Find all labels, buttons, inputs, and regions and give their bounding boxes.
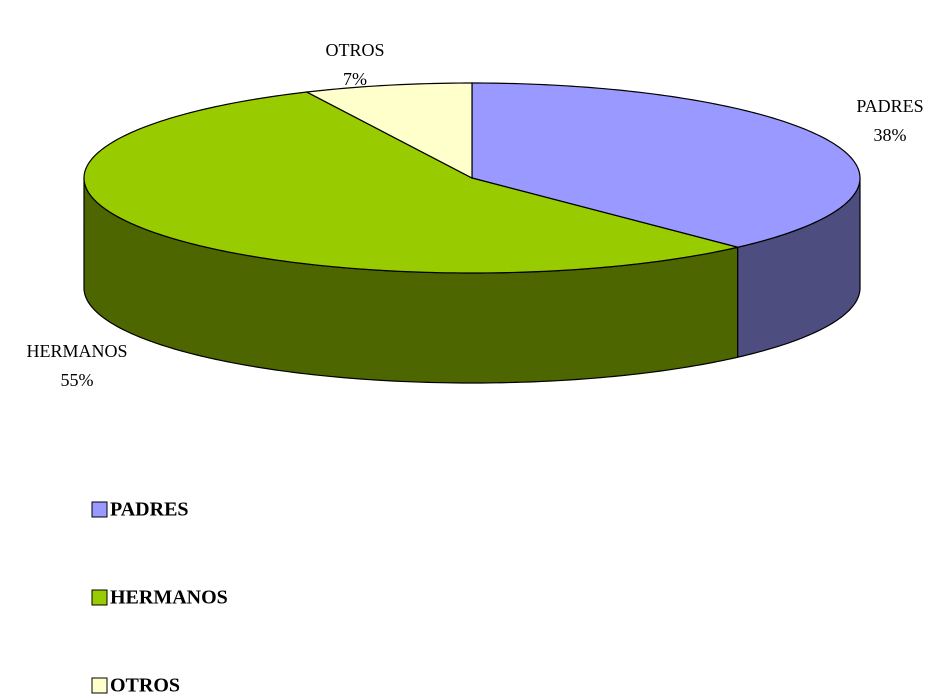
legend-swatch: [91, 677, 108, 694]
data-label-name: PADRES: [856, 96, 923, 116]
data-label-value: 7%: [343, 69, 367, 89]
legend-swatch: [91, 589, 108, 606]
legend-label: HERMANOS: [110, 587, 228, 609]
legend-label: OTROS: [110, 675, 180, 697]
slice: [471, 82, 861, 248]
legend-swatch: [91, 501, 108, 518]
data-label-name: HERMANOS: [26, 341, 127, 361]
data-label-value: 38%: [874, 125, 907, 145]
slice: [83, 91, 738, 274]
data-label-name: OTROS: [325, 40, 384, 60]
slice: [304, 82, 473, 179]
legend-label: PADRES: [110, 499, 189, 521]
data-label-value: 55%: [61, 370, 94, 390]
